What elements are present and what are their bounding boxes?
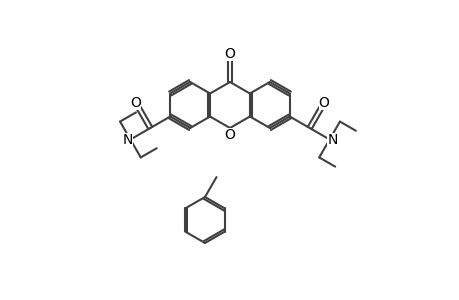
Text: O: O [224,128,235,142]
Text: O: O [224,47,235,61]
Text: O: O [130,96,141,110]
Text: O: O [318,96,329,110]
Text: N: N [122,133,132,146]
Text: N: N [327,133,337,146]
